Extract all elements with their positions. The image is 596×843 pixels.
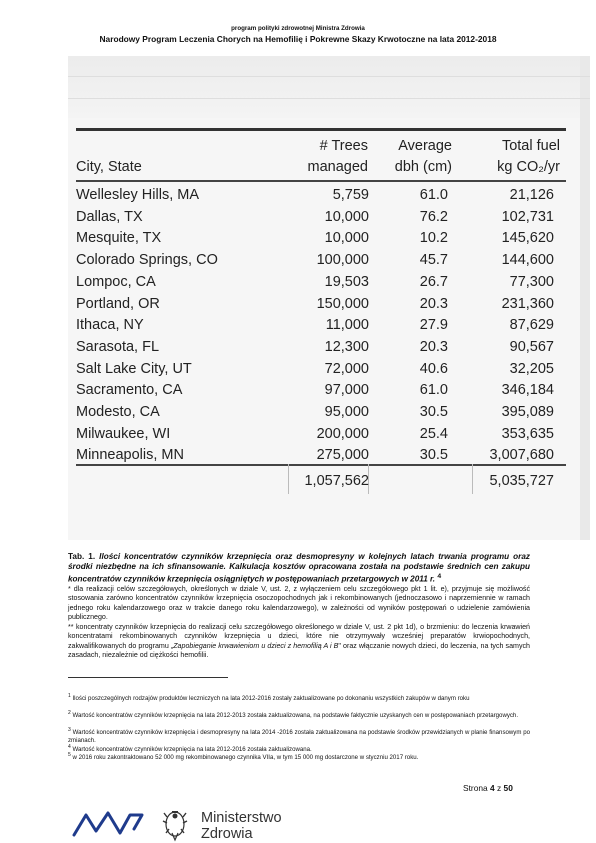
- table-row: Sarasota, FL 12,300 20.3 90,567: [76, 336, 566, 358]
- ministry-logo-text: Ministerstwo Zdrowia: [201, 810, 282, 842]
- trees-cell: 100,000: [316, 252, 369, 269]
- col-fuel-header-2: kg CO₂/yr: [497, 159, 560, 175]
- table-row: Salt Lake City, UT 72,000 40.6 32,205: [76, 358, 566, 380]
- footnote: 3 Wartość koncentratów czynników krzepni…: [68, 727, 530, 744]
- table-row: Modesto, CA 95,000 30.5 395,089: [76, 401, 566, 423]
- table-row: Wellesley Hills, MA 5,759 61.0 21,126: [76, 184, 566, 206]
- dbh-cell: 40.6: [419, 360, 448, 377]
- fuel-cell: 231,360: [501, 295, 554, 312]
- table-totals-row: 1,057,562 5,035,727: [76, 470, 566, 492]
- col-city-header: City, State: [76, 159, 142, 175]
- scanned-table-image: City, State # Trees managed Average dbh …: [68, 56, 590, 540]
- col-fuel-header-1: Total fuel: [501, 138, 560, 154]
- footnote-divider: [68, 677, 228, 678]
- col-dbh-header-1: Average: [398, 138, 452, 154]
- dbh-cell: 61.0: [419, 187, 448, 203]
- trees-cell: 95,000: [324, 404, 369, 420]
- trees-cell: 10,000: [324, 230, 369, 247]
- col-trees-header-1: # Trees: [319, 138, 368, 154]
- table-bottom-rule: [76, 464, 566, 466]
- program-header-line1: program polityki zdrowotnej Ministra Zdr…: [231, 25, 365, 32]
- program-header-line2: Narodowy Program Leczenia Chorych na Hem…: [99, 34, 497, 44]
- fuel-cell: 102,731: [501, 208, 554, 225]
- table-row: Colorado Springs, CO 100,000 45.7 144,600: [76, 249, 566, 271]
- footnote: 1 Ilości poszczególnych rodzajów produkt…: [68, 693, 470, 703]
- total-trees: 1,057,562: [304, 473, 369, 489]
- fuel-cell: 87,629: [509, 317, 554, 334]
- city-cell: Ithaca, NY: [76, 317, 144, 334]
- dbh-cell: 30.5: [419, 447, 448, 464]
- table-top-rule: [76, 128, 566, 131]
- dbh-cell: 61.0: [419, 382, 448, 399]
- trees-cell: 72,000: [324, 360, 369, 377]
- city-cell: Dallas, TX: [76, 208, 143, 225]
- dbh-cell: 20.3: [419, 338, 448, 355]
- total-fuel: 5,035,727: [489, 473, 554, 489]
- dbh-cell: 76.2: [419, 208, 448, 225]
- fuel-cell: 346,184: [501, 382, 554, 399]
- trees-cell: 19,503: [324, 273, 369, 290]
- fuel-cell: 32,205: [509, 360, 554, 377]
- footnote: 2 Wartość koncentratów czynników krzepni…: [68, 710, 519, 720]
- fuel-cell: 90,567: [509, 338, 554, 355]
- caption-text: Ilości koncentratów czynników krzepnięci…: [68, 552, 531, 585]
- city-cell: Salt Lake City, UT: [76, 360, 192, 377]
- note-single-star: * dla realizacji celów szczegółowych, ok…: [68, 585, 530, 622]
- trees-cell: 12,300: [324, 338, 369, 355]
- trees-cell: 97,000: [324, 382, 369, 399]
- caption-label: Tab. 1.: [68, 552, 96, 561]
- dbh-cell: 25.4: [419, 425, 448, 442]
- fuel-cell: 395,089: [501, 404, 554, 420]
- col-trees-header-2: managed: [307, 159, 368, 175]
- city-cell: Sacramento, CA: [76, 382, 183, 399]
- trees-cell: 5,759: [332, 187, 369, 203]
- table-row: Dallas, TX 10,000 76.2 102,731: [76, 206, 566, 228]
- trees-cell: 11,000: [325, 317, 369, 334]
- trees-cell: 10,000: [324, 208, 369, 225]
- col-dbh-header-2: dbh (cm): [394, 159, 452, 175]
- dbh-cell: 10.2: [419, 230, 448, 247]
- dbh-cell: 26.7: [419, 273, 448, 290]
- dbh-cell: 45.7: [419, 252, 448, 269]
- trees-cell: 275,000: [316, 447, 369, 464]
- fuel-cell: 145,620: [501, 230, 554, 247]
- table-header-rule: [76, 180, 566, 182]
- dbh-cell: 20.3: [419, 295, 448, 312]
- fuel-cell: 21,126: [509, 187, 554, 203]
- city-cell: Sarasota, FL: [76, 338, 160, 355]
- footnote: 5 w 2016 roku zakontraktowano 52 000 mg …: [68, 752, 419, 762]
- trees-cell: 150,000: [316, 295, 369, 312]
- city-cell: Colorado Springs, CO: [76, 252, 218, 269]
- fuel-cell: 3,007,680: [489, 447, 554, 464]
- city-cell: Portland, OR: [76, 295, 160, 312]
- city-cell: Minneapolis, MN: [76, 447, 184, 464]
- table-row: Ithaca, NY 11,000 27.9 87,629: [76, 314, 566, 336]
- table-row: Sacramento, CA 97,000 61.0 346,184: [76, 379, 566, 401]
- table-caption: Tab. 1. Ilości koncentratów czynników kr…: [68, 552, 530, 585]
- table-row: Minneapolis, MN 275,000 30.5 3,007,680: [76, 444, 566, 466]
- fuel-cell: 77,300: [509, 273, 554, 290]
- table-row: Portland, OR 150,000 20.3 231,360: [76, 293, 566, 315]
- city-cell: Modesto, CA: [76, 404, 160, 420]
- caption-ref: 4: [437, 573, 442, 581]
- city-cell: Wellesley Hills, MA: [76, 187, 200, 203]
- fuel-cell: 144,600: [501, 252, 554, 269]
- dbh-cell: 27.9: [419, 317, 448, 334]
- trees-cell: 200,000: [316, 425, 369, 442]
- city-cell: Milwaukee, WI: [76, 425, 171, 442]
- dbh-cell: 30.5: [419, 404, 448, 420]
- table-row: Lompoc, CA 19,503 26.7 77,300: [76, 271, 566, 293]
- ministry-logo-icon: [72, 811, 188, 842]
- table-row: Milwaukee, WI 200,000 25.4 353,635: [76, 423, 566, 445]
- fuel-cell: 353,635: [501, 425, 554, 442]
- note-double-star: ** koncentraty czynników krzepnięcia do …: [68, 623, 530, 660]
- city-cell: Mesquite, TX: [76, 230, 162, 247]
- page-number: Strona 4 z 50: [463, 783, 513, 793]
- footnote: 4 Wartość koncentratów czynników krzepni…: [68, 744, 312, 754]
- table-row: Mesquite, TX 10,000 10.2 145,620: [76, 227, 566, 249]
- city-cell: Lompoc, CA: [76, 273, 156, 290]
